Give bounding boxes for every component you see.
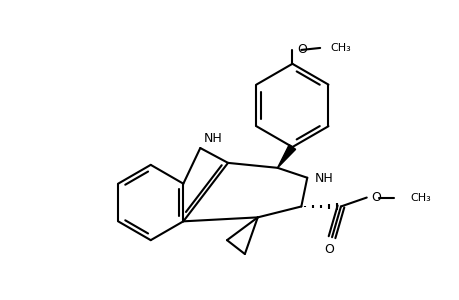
Text: NH: NH xyxy=(314,172,333,185)
Text: O: O xyxy=(324,243,333,256)
Text: O: O xyxy=(297,44,307,56)
Text: O: O xyxy=(371,191,381,204)
Polygon shape xyxy=(277,145,295,168)
Text: CH₃: CH₃ xyxy=(330,43,350,53)
Text: NH: NH xyxy=(204,132,223,145)
Text: CH₃: CH₃ xyxy=(409,193,430,202)
